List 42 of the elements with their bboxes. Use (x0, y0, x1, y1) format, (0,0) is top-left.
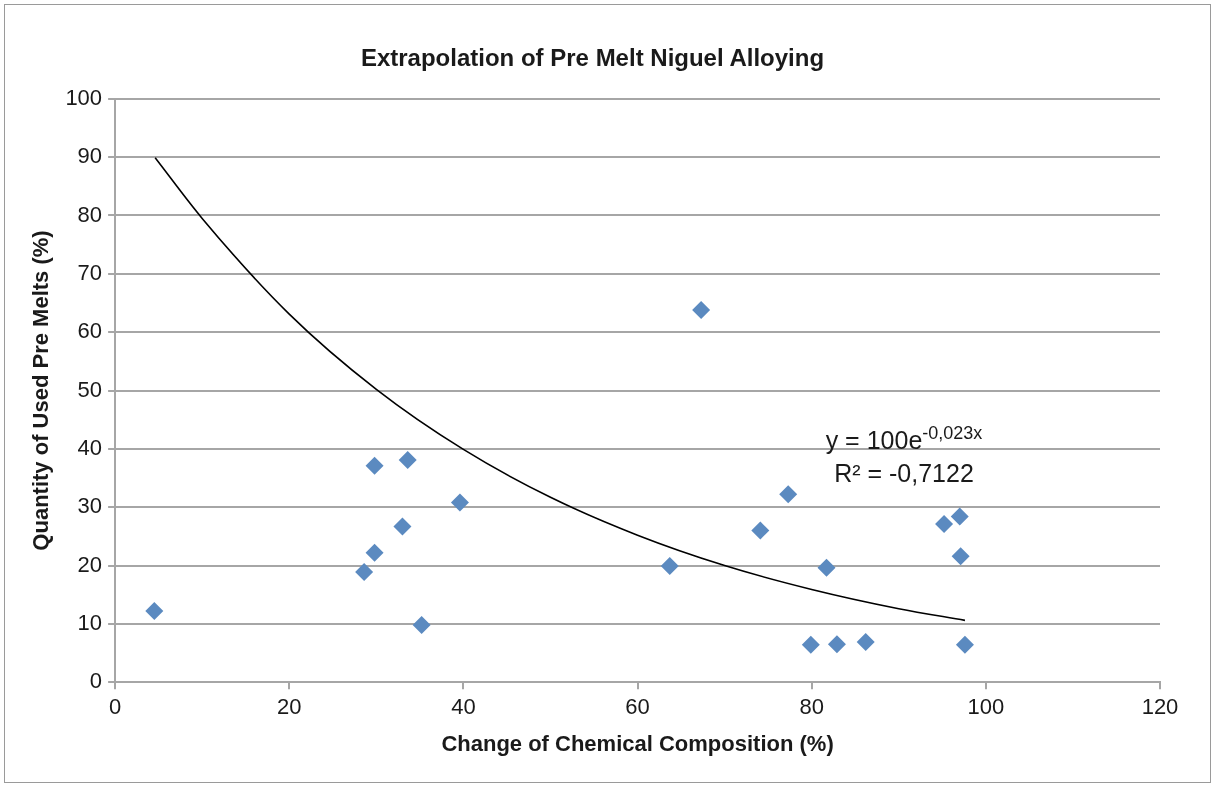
point (365, 543, 384, 562)
x-tick-label: 40 (451, 694, 476, 720)
y-tick-label: 30 (77, 493, 103, 519)
x-tick-label: 60 (625, 694, 650, 720)
point (779, 485, 798, 504)
point (450, 493, 469, 512)
y-tick-label: 10 (77, 609, 103, 635)
point (145, 602, 164, 621)
point (817, 558, 836, 577)
point (950, 507, 969, 526)
point (951, 547, 970, 566)
point (955, 635, 974, 654)
chart-title: Extrapolation of Pre Melt Niguel Alloying (360, 44, 825, 72)
y-tick-label: 50 (77, 376, 103, 402)
y-axis-title: Quantity of Used Pre Melts (%) (28, 230, 54, 551)
point (801, 635, 820, 654)
point (412, 616, 431, 635)
y-tick-label: 40 (77, 434, 103, 460)
y-tick-label: 90 (77, 143, 103, 169)
point (751, 521, 770, 540)
point (365, 456, 384, 475)
point (398, 450, 417, 469)
x-tick-label: 80 (799, 694, 824, 720)
point (827, 635, 846, 654)
y-tick-label: 20 (77, 551, 103, 577)
point (393, 517, 412, 536)
point (692, 300, 711, 319)
annotation: R² = -0,7122 (834, 458, 974, 487)
x-tick-label: 20 (277, 694, 302, 720)
x-tick-label: 120 (1141, 694, 1179, 720)
y-tick-label: 70 (77, 259, 103, 285)
x-tick-label: 100 (967, 694, 1005, 720)
y-tick-label: 80 (77, 201, 103, 227)
point (660, 557, 679, 576)
x-tick-label: 0 (108, 694, 122, 720)
y-tick-label: 100 (65, 84, 103, 110)
y-tick-label: 0 (89, 668, 103, 694)
point (935, 515, 954, 534)
x-axis-title: Change of Chemical Composition (%) (441, 730, 834, 756)
point (355, 562, 374, 581)
point (856, 632, 875, 651)
y-tick-label: 60 (77, 318, 103, 344)
